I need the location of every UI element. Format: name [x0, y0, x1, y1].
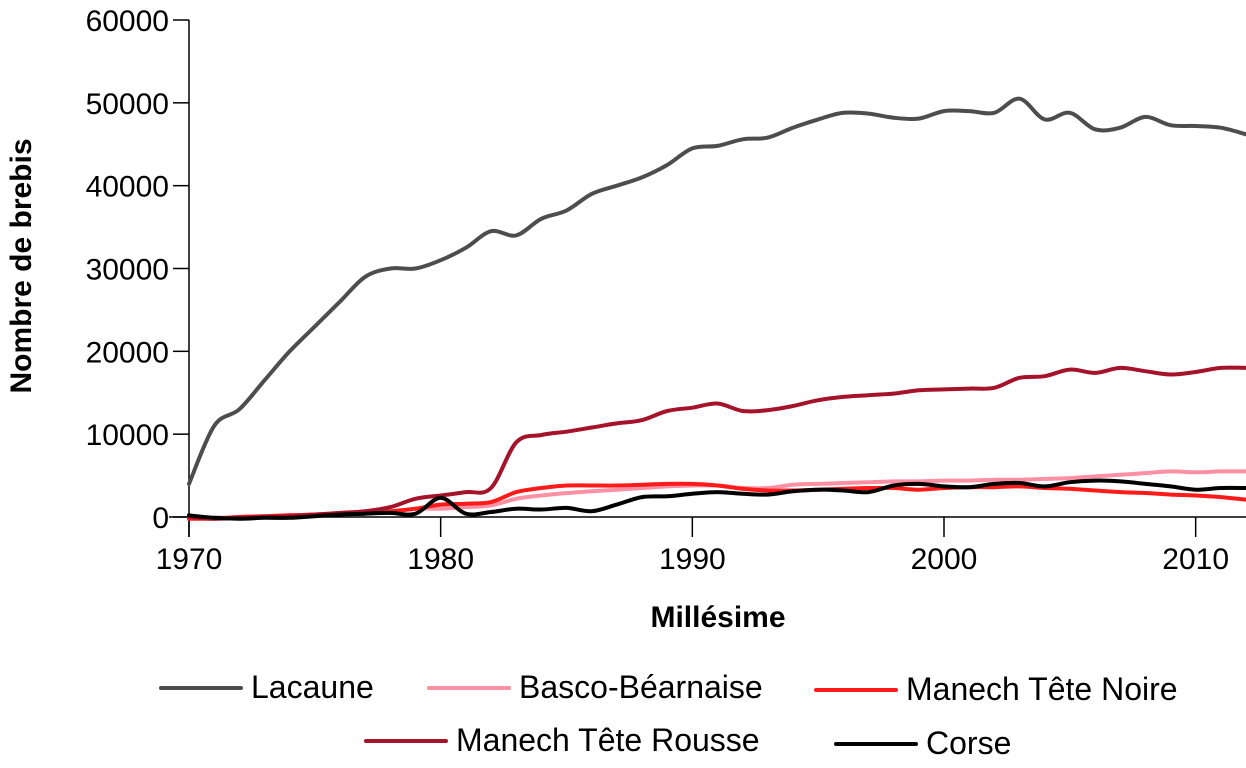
legend-label: Basco-Béarnaise: [519, 669, 763, 705]
x-axis-title: Millésime: [650, 601, 785, 634]
series-line-lacaune: [187, 96, 1246, 486]
x-tick-label: 2000: [911, 543, 978, 576]
y-tick-label: 10000: [86, 419, 169, 452]
legend-label: Lacaune: [251, 669, 374, 705]
series-line-manech-t-te-rousse: [187, 365, 1246, 521]
x-tick-label: 2010: [1162, 543, 1229, 576]
series-layer: [187, 96, 1246, 521]
series-line-corse: [187, 478, 1246, 521]
x-tick-label: 1970: [156, 543, 223, 576]
y-tick-label: 50000: [86, 88, 169, 121]
y-tick-label: 0: [152, 502, 169, 535]
y-tick-label: 30000: [86, 254, 169, 287]
legend: Lacaune Basco-Béarnaise Manech Tête Noire M…: [159, 669, 1178, 761]
axes: 0 10000 20000 30000 40000 50000 60000 1970 1980 1…: [86, 5, 1246, 576]
x-tick-label: 1990: [659, 543, 726, 576]
legend-label: Manech Tête Noire: [906, 671, 1178, 707]
legend-label: Corse: [926, 725, 1011, 761]
legend-label: Manech Tête Rousse: [456, 722, 760, 758]
y-tick-label: 60000: [86, 5, 169, 38]
x-tick-label: 1980: [407, 543, 474, 576]
y-tick-label: 40000: [86, 171, 169, 204]
y-tick-label: 20000: [86, 336, 169, 369]
y-axis-title: Nombre de brebis: [5, 138, 38, 393]
